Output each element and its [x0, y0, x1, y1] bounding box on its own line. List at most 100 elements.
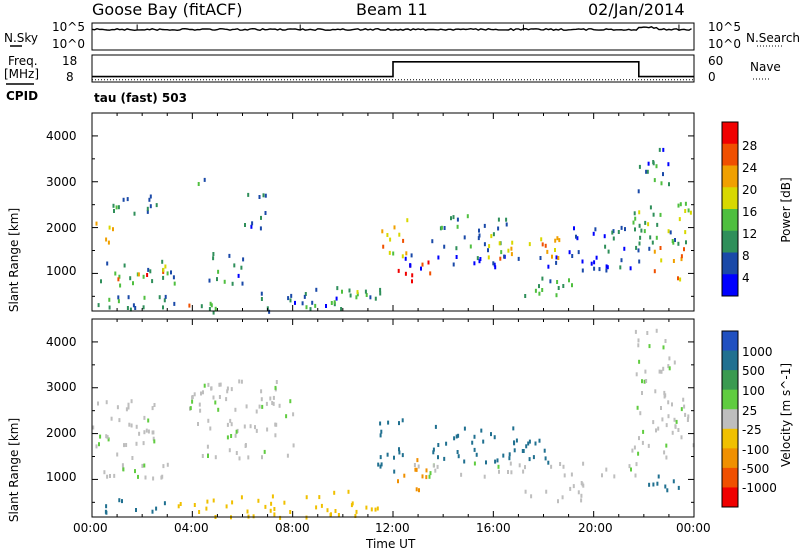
power-cell — [369, 295, 372, 300]
velocity-cell — [152, 430, 155, 435]
nsearch-tick-low: 10^0 — [708, 37, 741, 51]
power-cell — [653, 269, 656, 274]
velocity-cell — [455, 434, 458, 439]
power-bar-tick: 16 — [742, 205, 758, 219]
power-cell — [290, 293, 293, 298]
velocity-cell — [502, 453, 505, 458]
power-cell — [575, 234, 577, 239]
velocity-cell — [235, 429, 238, 434]
power-cell — [617, 230, 620, 234]
velocity-cell — [273, 507, 276, 511]
velocity-cell — [103, 470, 106, 475]
power-cell — [429, 271, 432, 276]
power-cell — [455, 255, 458, 259]
velocity-cell — [637, 451, 640, 456]
power-cell — [404, 256, 407, 261]
power-cell — [644, 220, 647, 225]
velocity-cell — [107, 437, 110, 442]
velocity-cell — [664, 339, 667, 343]
velocity-cell — [135, 441, 138, 446]
velocity-cell — [557, 499, 559, 504]
velocity-cell — [655, 428, 657, 433]
power-cell — [510, 252, 513, 257]
power-cell — [538, 284, 540, 289]
velocity-cell — [660, 406, 662, 410]
velocity-cell — [260, 389, 263, 394]
power-cell — [623, 246, 626, 251]
velocity-bar-tick: -25 — [742, 423, 762, 437]
velocity-cell — [163, 501, 166, 506]
power-cell — [388, 250, 391, 255]
velocity-cell — [122, 467, 125, 472]
velocity-cell — [644, 369, 647, 374]
velocity-cell — [386, 452, 389, 457]
velocity-panel-ylabel: Slant Range [km] — [7, 417, 21, 523]
velocity-cell — [218, 395, 221, 399]
velocity-cell — [416, 458, 419, 463]
velocity-cell — [634, 329, 637, 334]
velocity-cell — [238, 379, 241, 384]
power-cell — [122, 197, 125, 202]
power-bar-segment — [722, 122, 738, 145]
nave-label: Nave — [750, 60, 781, 74]
power-cell — [241, 281, 244, 286]
power-cell — [595, 255, 598, 260]
velocity-cell — [207, 382, 210, 387]
power-cell — [659, 212, 662, 217]
velocity-cell — [272, 401, 275, 406]
velocity-cell — [318, 495, 321, 500]
velocity-bar-segment — [722, 350, 738, 371]
power-cell — [549, 279, 552, 284]
freq-line — [92, 60, 694, 78]
power-bar-tick: 12 — [742, 227, 758, 241]
nsky-tick-low: 10^0 — [52, 37, 85, 51]
velocity-cell — [123, 443, 125, 448]
power-cell — [483, 223, 486, 228]
velocity-cell — [260, 397, 263, 402]
velocity-cell — [377, 462, 380, 467]
power-bar-frame — [721, 121, 739, 297]
velocity-cell — [127, 405, 130, 410]
velocity-cell — [135, 424, 138, 429]
power-cell — [620, 258, 623, 263]
velocity-cell — [99, 434, 102, 439]
power-cell — [603, 234, 606, 239]
velocity-cell — [274, 433, 277, 438]
velocity-cell — [687, 417, 689, 422]
velocity-cell — [125, 407, 128, 412]
xtick: 00:00 — [676, 521, 711, 535]
velocity-cell — [201, 454, 204, 458]
velocity-cell — [393, 455, 395, 460]
velocity-cell — [198, 402, 201, 407]
power-cell — [452, 262, 455, 267]
velocity-cell — [667, 414, 670, 419]
power-cell — [541, 276, 544, 281]
power-cell — [510, 246, 513, 251]
power-cell — [638, 164, 641, 169]
velocity-cell — [463, 426, 466, 431]
power-cell — [469, 244, 472, 249]
velocity-cell — [289, 510, 292, 514]
velocity-cell — [498, 469, 500, 474]
velocity-panel-frame — [91, 318, 695, 518]
velocity-cell — [206, 444, 209, 449]
velocity-cell — [266, 427, 269, 432]
velocity-cell — [545, 489, 548, 494]
velocity-cell — [628, 464, 631, 469]
power-cell — [689, 210, 692, 215]
power-cell — [680, 254, 683, 259]
power-cell — [581, 259, 584, 264]
power-cell — [260, 215, 262, 220]
velocity-cell — [109, 474, 111, 478]
power-cell — [517, 256, 520, 261]
power-cell — [677, 203, 680, 208]
velocity-cell — [271, 494, 274, 499]
power-cell — [161, 259, 164, 264]
power-cell — [303, 294, 306, 299]
power-cell — [162, 270, 165, 274]
velocity-cell — [200, 391, 202, 396]
power-cell — [443, 226, 446, 230]
velocity-bar-segment — [722, 467, 738, 488]
power-cell — [208, 278, 211, 283]
power-cell — [498, 241, 501, 246]
